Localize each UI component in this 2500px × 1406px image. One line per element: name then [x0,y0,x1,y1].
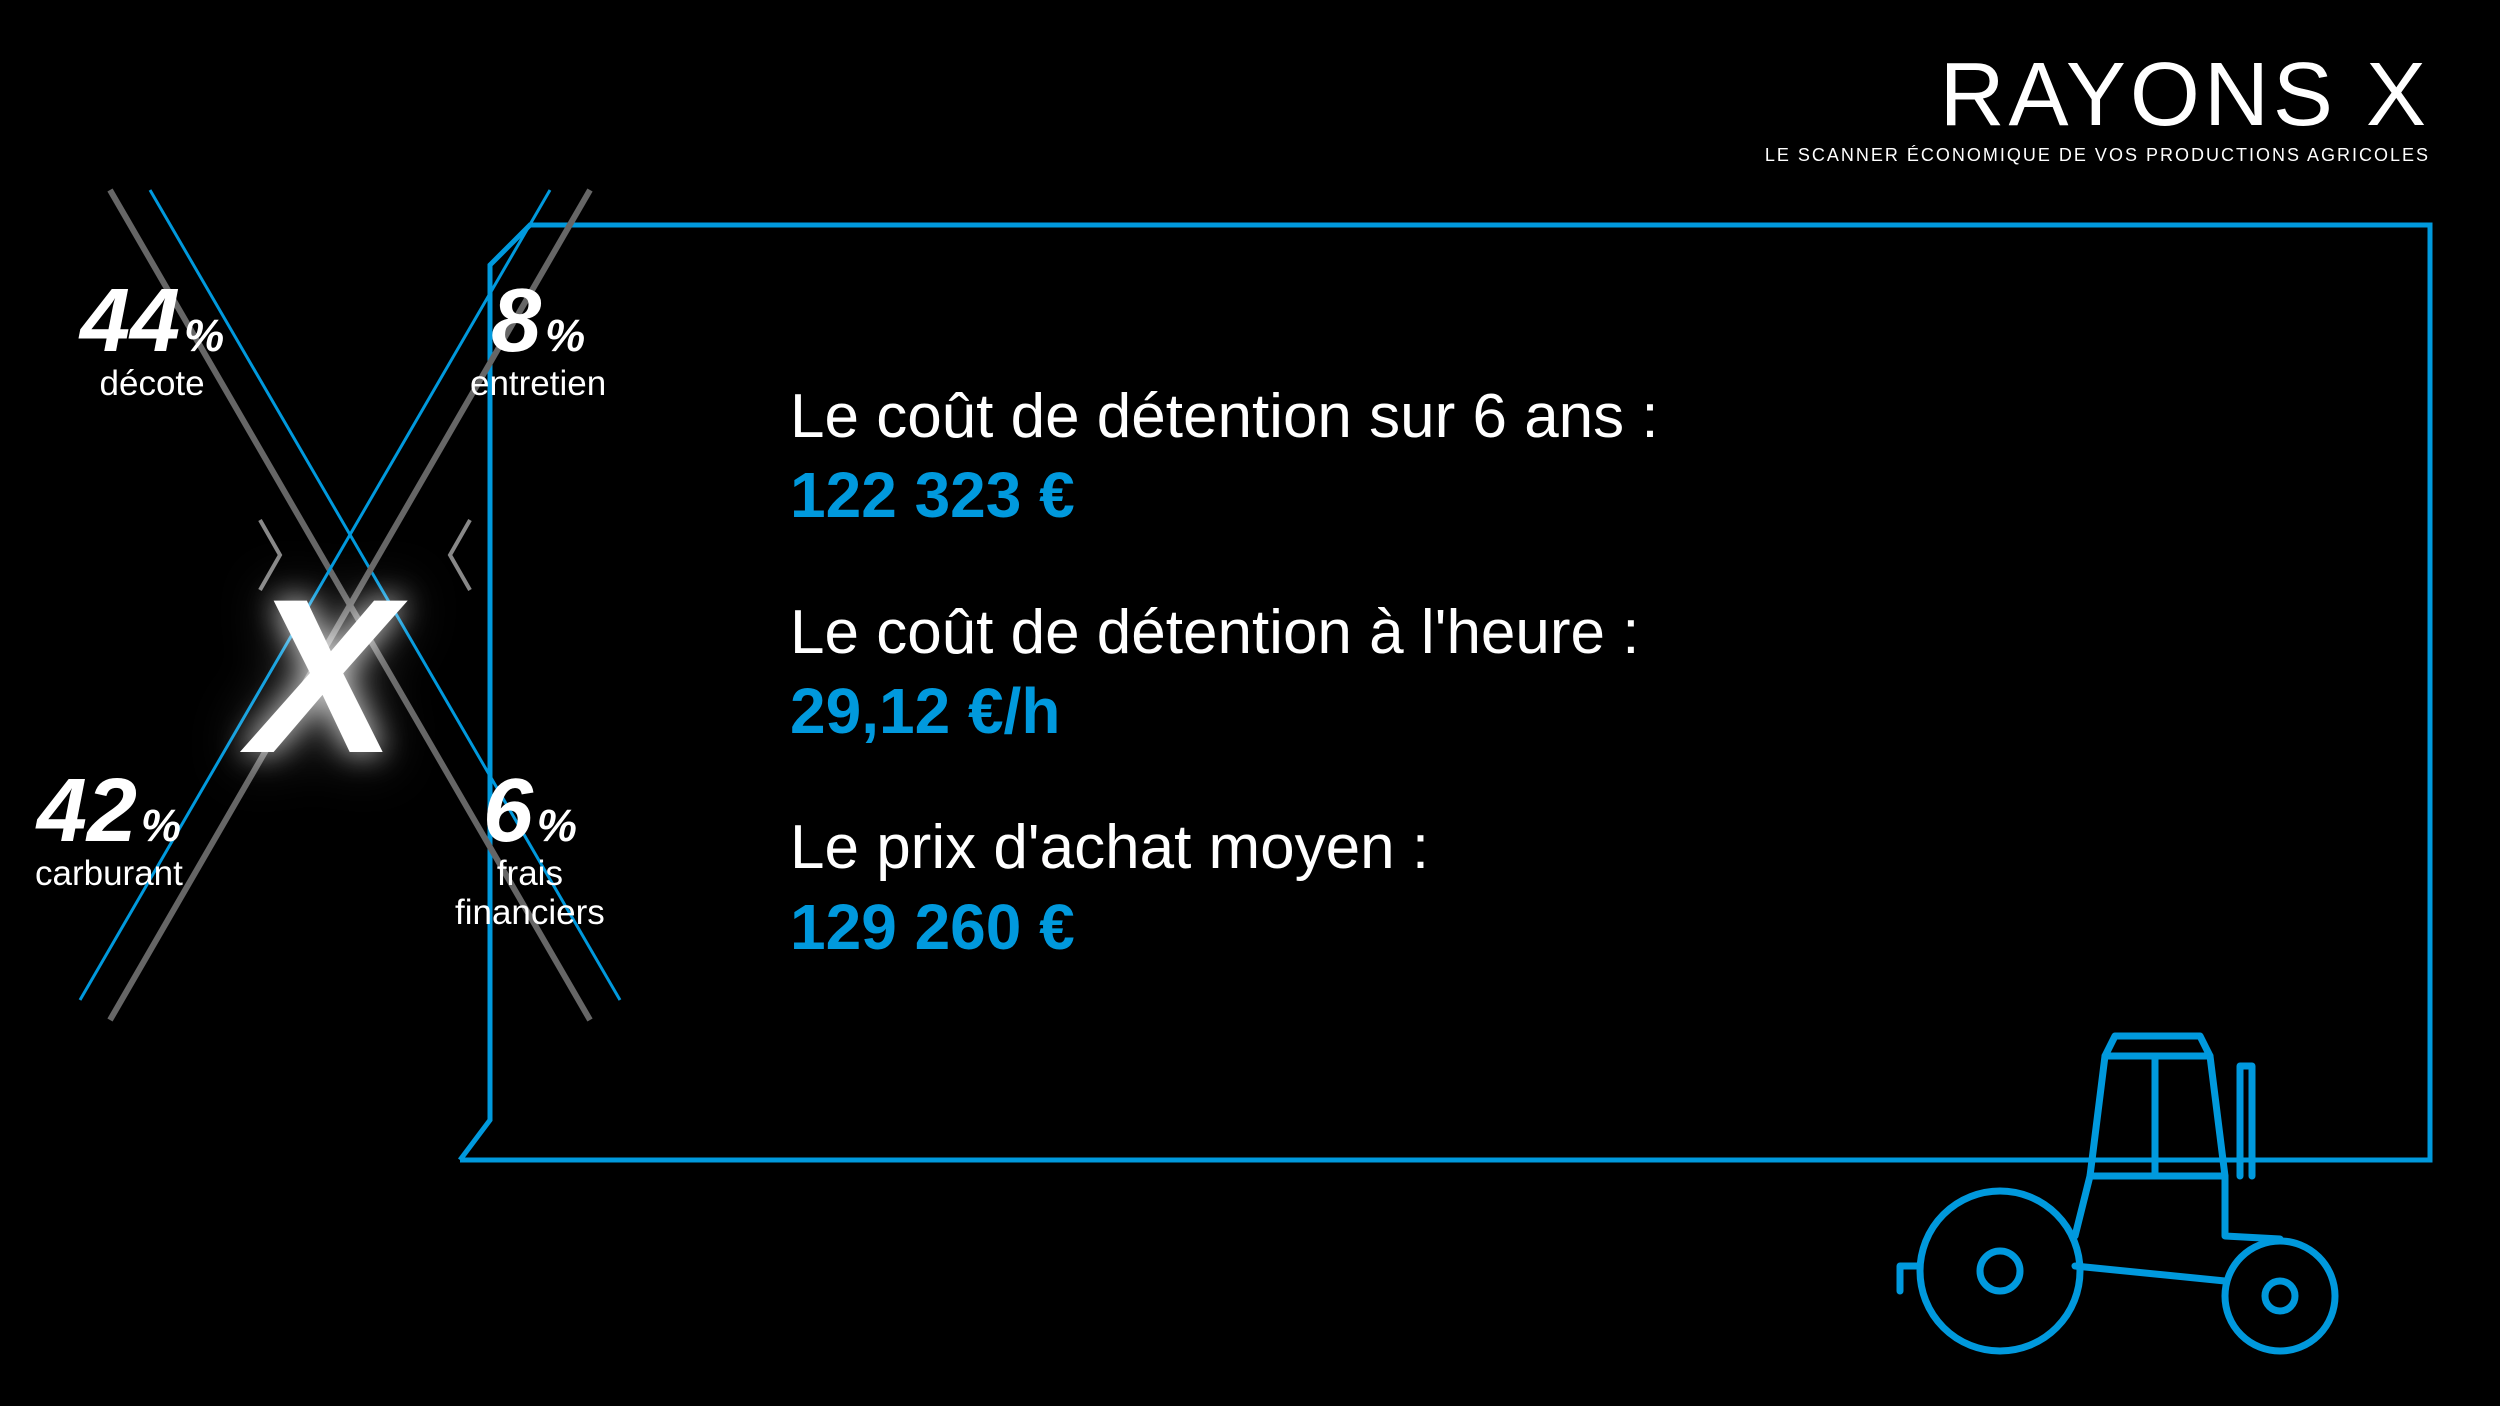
stat-label: entretien [470,365,606,404]
stat-value: 42 [37,760,137,863]
stat-decote: 44% décote [80,270,224,404]
stat-value: 6 [483,760,533,863]
cost-value: 129 260 € [790,886,2400,969]
logo-subtitle: LE SCANNER ÉCONOMIQUE DE VOS PRODUCTIONS… [1765,145,2430,166]
cost-block-achat: Le prix d'achat moyen : 129 260 € [790,811,2400,969]
stat-unit: % [545,310,585,362]
cost-label: Le coût de détention à l'heure : [790,596,2400,670]
stat-carburant: 42% carburant [35,760,183,894]
stat-frais-financiers: 6% frais financiers [455,760,605,932]
cost-label: Le prix d'achat moyen : [790,811,2400,885]
tractor-icon [1880,1006,2400,1356]
x-center-symbol: X [250,550,387,803]
cost-label: Le coût de détention sur 6 ans : [790,380,2400,454]
cost-content: Le coût de détention sur 6 ans : 122 323… [790,380,2400,1027]
cost-value: 29,12 €/h [790,670,2400,753]
stat-unit: % [141,800,181,852]
stat-label: frais financiers [455,855,605,932]
cost-block-6ans: Le coût de détention sur 6 ans : 122 323… [790,380,2400,538]
stat-label: décote [80,365,224,404]
stat-unit: % [537,800,577,852]
cost-value: 122 323 € [790,454,2400,537]
stat-value: 44 [80,270,180,373]
stat-unit: % [184,310,224,362]
logo-block: RAYONS X LE SCANNER ÉCONOMIQUE DE VOS PR… [1765,50,2430,166]
cost-block-heure: Le coût de détention à l'heure : 29,12 €… [790,596,2400,754]
logo-title: RAYONS X [1765,50,2430,140]
stat-value: 8 [491,270,541,373]
stat-label: carburant [35,855,183,894]
stat-entretien: 8% entretien [470,270,606,404]
